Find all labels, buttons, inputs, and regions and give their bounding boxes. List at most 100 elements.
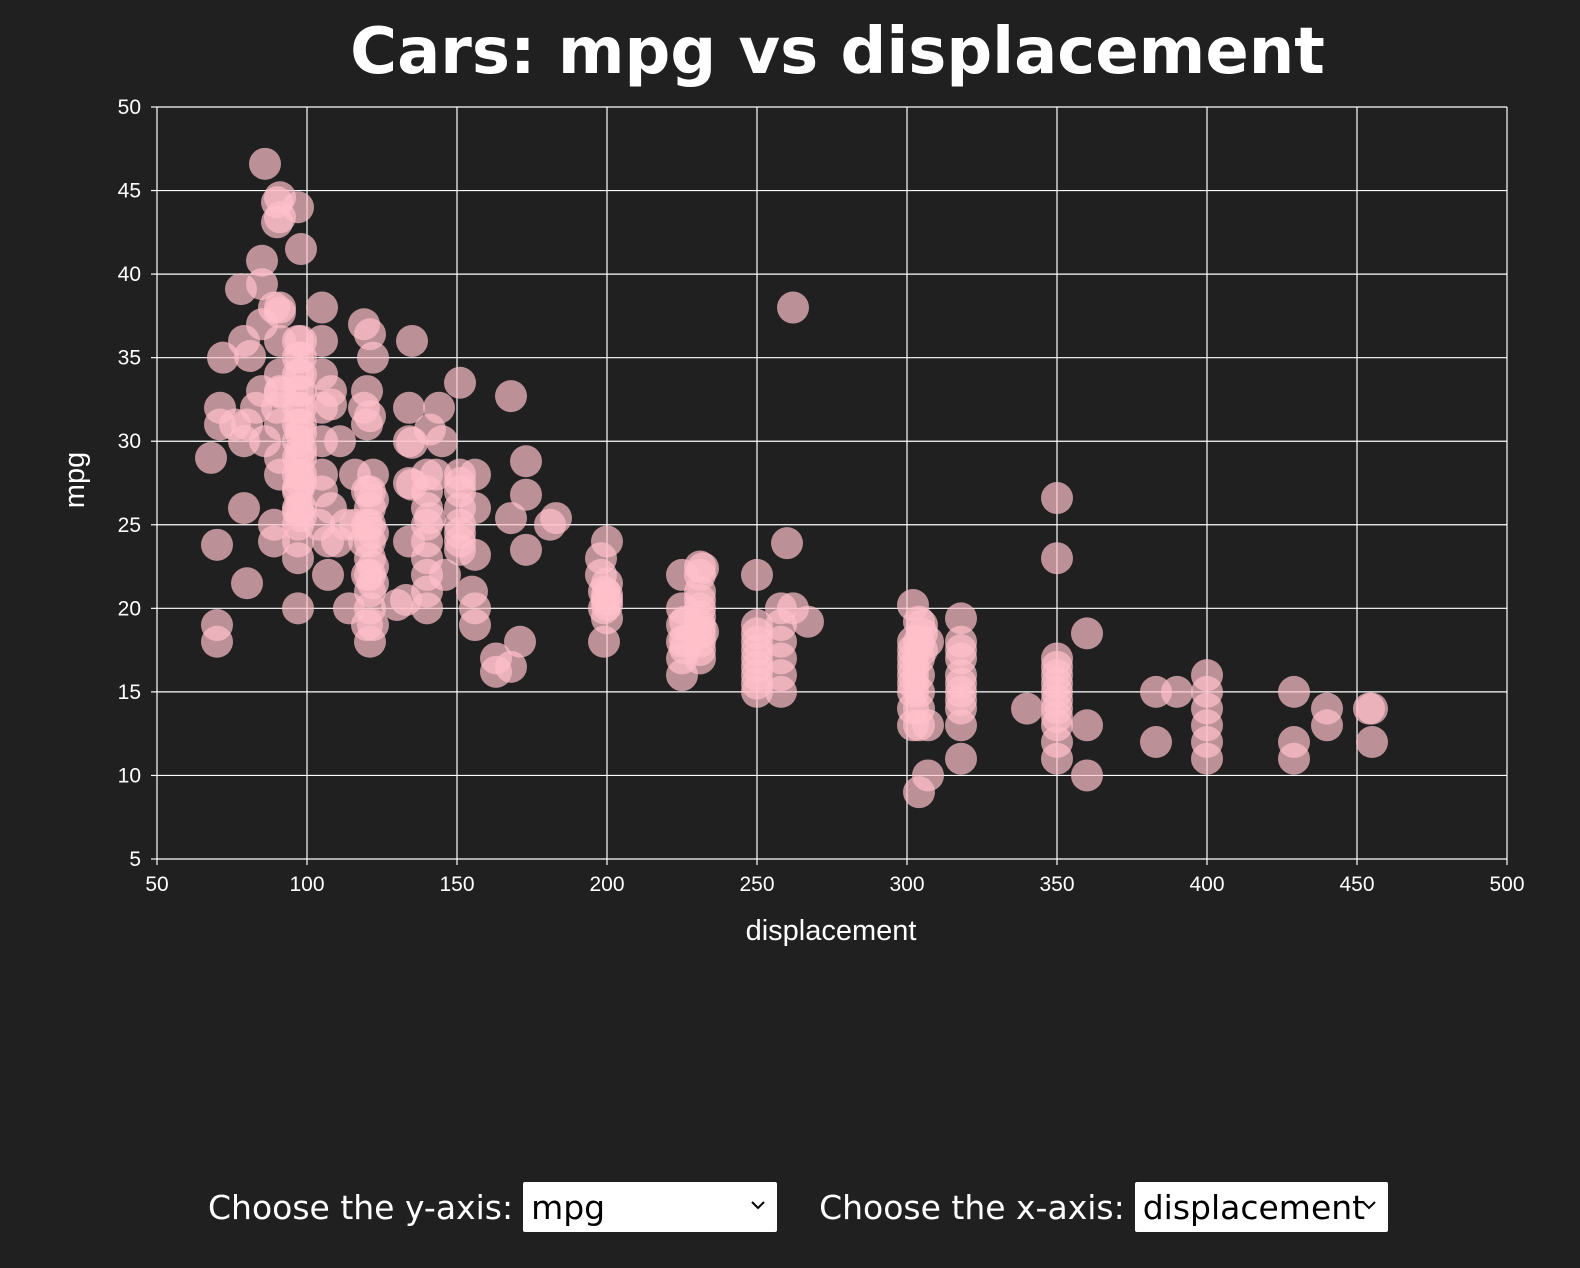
- x-tick-label: 50: [145, 873, 168, 896]
- data-point: [459, 538, 491, 571]
- x-axis-select[interactable]: displacement: [1134, 1182, 1388, 1232]
- x-tick-label: 450: [1339, 873, 1374, 896]
- data-point: [459, 492, 491, 525]
- data-point: [282, 592, 314, 625]
- data-point: [1356, 692, 1388, 725]
- data-point: [459, 458, 491, 491]
- y-axis-select[interactable]: mpg: [523, 1182, 778, 1232]
- y-tick-label: 30: [118, 430, 141, 453]
- data-point: [1278, 726, 1310, 759]
- data-point: [741, 558, 773, 591]
- data-point: [423, 391, 455, 424]
- y-tick-label: 45: [118, 180, 141, 203]
- data-point: [357, 458, 389, 491]
- data-point: [1161, 675, 1193, 708]
- data-point: [264, 296, 296, 329]
- data-point: [393, 391, 425, 424]
- x-tick-label: 350: [1039, 873, 1074, 896]
- x-tick-label: 100: [289, 873, 324, 896]
- data-point: [354, 318, 386, 351]
- data-point: [246, 244, 278, 277]
- chevron-down-icon: [751, 1201, 765, 1210]
- data-point: [504, 625, 536, 658]
- data-point: [945, 602, 977, 635]
- data-point: [945, 667, 977, 700]
- data-point: [1011, 692, 1043, 725]
- axis-controls: Choose the y-axis: mpg Choose the x-axis…: [208, 1181, 1388, 1233]
- data-point: [306, 324, 338, 357]
- data-point: [741, 609, 773, 642]
- grid-layer: [156, 106, 1508, 860]
- chevron-down-icon: [1361, 1201, 1376, 1210]
- data-point: [912, 759, 944, 792]
- data-point: [354, 400, 386, 433]
- y-tick-label: 50: [118, 96, 141, 119]
- data-point: [357, 483, 389, 516]
- data-point: [231, 567, 263, 600]
- x-axis-select-value: displacement: [1142, 1187, 1366, 1227]
- data-point: [1278, 675, 1310, 708]
- data-point: [1191, 659, 1223, 692]
- y-tick-label: 40: [118, 263, 141, 286]
- y-axis-title: mpg: [59, 452, 91, 508]
- data-point: [357, 341, 389, 374]
- data-point: [792, 605, 824, 638]
- y-tick-label: 25: [118, 514, 141, 537]
- data-point: [687, 552, 719, 585]
- data-point: [459, 609, 491, 642]
- data-point: [687, 615, 719, 648]
- data-point: [495, 650, 527, 683]
- data-point: [945, 634, 977, 667]
- data-point: [357, 567, 389, 600]
- y-axis-select-label: Choose the y-axis:: [208, 1187, 514, 1227]
- data-point: [357, 517, 389, 550]
- y-tick-label: 35: [118, 347, 141, 370]
- y-tick-label: 20: [118, 597, 141, 620]
- data-point: [306, 458, 338, 491]
- data-point: [201, 528, 233, 561]
- data-point: [912, 709, 944, 742]
- data-point: [396, 324, 428, 357]
- data-point: [1311, 692, 1343, 725]
- data-point: [426, 425, 458, 458]
- data-point: [1041, 542, 1073, 575]
- data-point: [444, 366, 476, 399]
- chart-title: Cars: mpg vs displacement: [350, 15, 1325, 89]
- data-point: [351, 375, 383, 408]
- data-point: [1356, 726, 1388, 759]
- data-point: [306, 291, 338, 324]
- x-tick-label: 300: [889, 873, 924, 896]
- x-tick-label: 250: [739, 873, 774, 896]
- data-point: [777, 291, 809, 324]
- data-point: [282, 191, 314, 224]
- scatter-chart: 50 100 150 200 250 300 350 400 450 500 5 10 15 20 25 30…: [59, 96, 1525, 947]
- data-point: [495, 502, 527, 535]
- y-tick-label: 10: [118, 764, 141, 787]
- data-point: [315, 375, 347, 408]
- y-tick-label: 15: [118, 681, 141, 704]
- y-axis-select-value: mpg: [531, 1187, 606, 1227]
- x-tick-label: 400: [1189, 873, 1224, 896]
- data-point: [201, 609, 233, 642]
- data-point: [429, 558, 461, 591]
- x-tick-label: 150: [439, 873, 474, 896]
- data-point: [510, 445, 542, 478]
- data-point: [1041, 482, 1073, 515]
- data-point: [591, 525, 623, 558]
- data-point: [312, 558, 344, 591]
- data-point: [510, 533, 542, 566]
- data-point: [495, 380, 527, 413]
- x-tick-label: 200: [589, 873, 624, 896]
- data-point: [1071, 759, 1103, 792]
- data-point: [228, 492, 260, 525]
- data-point: [1041, 650, 1073, 683]
- data-point: [234, 339, 266, 372]
- data-point: [912, 625, 944, 658]
- data-point: [510, 478, 542, 511]
- y-tick-label: 5: [129, 848, 141, 871]
- points-layer: [195, 147, 1388, 809]
- data-point: [357, 609, 389, 642]
- axis-layer: 50 100 150 200 250 300 350 400 450 500 5 10 15 20 25 30…: [118, 96, 1525, 896]
- data-point: [258, 508, 290, 541]
- x-axis-select-label: Choose the x-axis:: [819, 1187, 1125, 1227]
